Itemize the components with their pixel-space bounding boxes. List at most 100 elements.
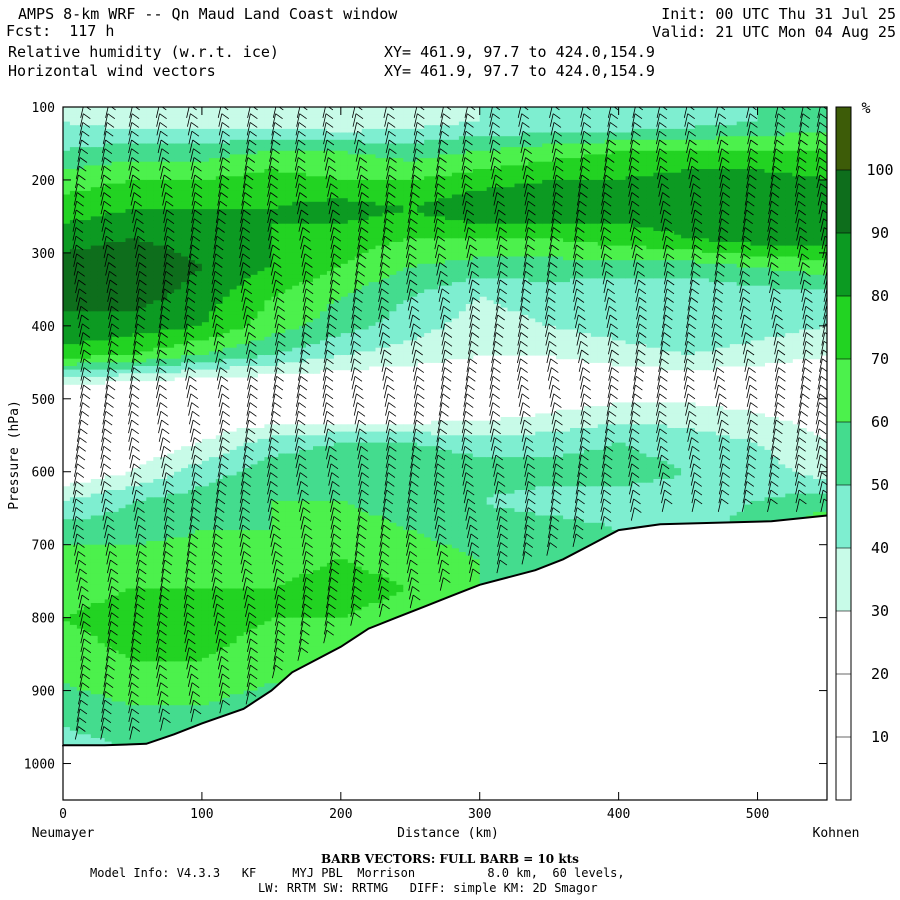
rh-cell bbox=[153, 333, 161, 338]
rh-cell bbox=[125, 490, 133, 495]
rh-cell bbox=[167, 223, 175, 228]
rh-cell bbox=[160, 161, 168, 166]
rh-cell bbox=[97, 690, 106, 695]
rh-cell bbox=[63, 351, 71, 356]
rh-cell bbox=[63, 267, 71, 272]
rh-cell bbox=[83, 734, 92, 739]
rh-cell bbox=[285, 457, 293, 462]
rh-cell bbox=[111, 486, 120, 491]
rh-cell bbox=[271, 606, 279, 611]
rh-cell bbox=[76, 256, 85, 261]
rh-cell bbox=[118, 176, 127, 181]
rh-cell bbox=[63, 734, 71, 739]
rh-cell bbox=[125, 639, 133, 644]
rh-cell bbox=[229, 453, 238, 458]
rh-cell bbox=[90, 373, 99, 378]
rh-cell bbox=[90, 198, 99, 203]
rh-cell bbox=[243, 121, 252, 126]
rh-cell bbox=[181, 355, 189, 360]
rh-cell bbox=[111, 548, 120, 553]
rh-cell bbox=[63, 592, 71, 597]
rh-cell bbox=[195, 307, 203, 312]
rh-cell bbox=[139, 584, 147, 589]
rh-cell bbox=[285, 220, 293, 225]
rh-cell bbox=[76, 727, 85, 732]
rh-cell bbox=[153, 150, 161, 155]
rh-cell bbox=[208, 201, 217, 206]
rh-cell bbox=[208, 650, 217, 655]
rh-cell bbox=[229, 504, 238, 509]
rh-cell bbox=[146, 544, 154, 549]
rh-cell bbox=[153, 234, 161, 239]
rh-cell bbox=[215, 333, 224, 338]
rh-cell bbox=[278, 329, 286, 334]
rh-cell bbox=[167, 172, 175, 177]
rh-cell bbox=[63, 336, 71, 341]
rh-cell bbox=[271, 683, 279, 688]
rh-cell bbox=[174, 242, 182, 247]
rh-cell bbox=[118, 599, 127, 604]
rh-cell bbox=[76, 665, 85, 670]
rh-cell bbox=[195, 592, 203, 597]
rh-cell bbox=[69, 366, 78, 371]
rh-cell bbox=[201, 190, 210, 196]
rh-cell bbox=[271, 424, 279, 429]
rh-cell bbox=[118, 366, 127, 371]
rh-cell bbox=[125, 665, 133, 670]
rh-cell bbox=[181, 351, 189, 356]
rh-cell bbox=[139, 347, 147, 352]
rh-cell bbox=[146, 150, 154, 155]
rh-cell bbox=[285, 355, 293, 360]
rh-cell bbox=[104, 679, 113, 684]
rh-cell bbox=[76, 274, 85, 279]
rh-cell bbox=[139, 187, 147, 192]
rh-cell bbox=[188, 537, 196, 542]
rh-cell bbox=[160, 486, 168, 491]
rh-cell bbox=[139, 245, 147, 250]
rh-cell bbox=[125, 333, 133, 338]
rh-cell bbox=[69, 665, 78, 670]
rh-cell bbox=[264, 449, 272, 455]
rh-cell bbox=[236, 154, 245, 159]
rh-cell bbox=[76, 322, 85, 327]
rh-cell bbox=[222, 533, 231, 538]
rh-cell bbox=[236, 358, 245, 363]
rh-cell bbox=[236, 179, 245, 185]
rh-cell bbox=[278, 668, 286, 673]
rh-cell bbox=[167, 147, 175, 152]
rh-cell bbox=[69, 216, 78, 221]
rh-cell bbox=[201, 511, 210, 517]
rh-cell bbox=[146, 132, 154, 137]
rh-cell bbox=[111, 300, 120, 305]
rh-cell bbox=[104, 147, 113, 152]
rh-cell bbox=[257, 577, 265, 582]
rh-cell bbox=[146, 603, 154, 608]
rh-cell bbox=[236, 256, 245, 261]
rh-cell bbox=[63, 296, 71, 301]
rh-cell bbox=[153, 635, 161, 641]
rh-cell bbox=[201, 573, 210, 579]
rh-cell bbox=[167, 366, 175, 371]
rh-cell bbox=[271, 661, 279, 666]
rh-cell bbox=[278, 227, 286, 232]
rh-cell bbox=[167, 701, 175, 706]
rh-cell bbox=[104, 252, 113, 258]
rh-cell bbox=[188, 460, 196, 465]
rh-cell bbox=[215, 318, 224, 323]
rh-cell bbox=[97, 486, 106, 491]
rh-cell bbox=[146, 231, 154, 236]
rh-cell bbox=[278, 566, 286, 571]
rh-cell bbox=[250, 595, 258, 600]
rh-cell bbox=[104, 519, 113, 524]
rh-cell bbox=[174, 314, 182, 320]
rh-cell bbox=[146, 296, 154, 301]
rh-cell bbox=[139, 533, 147, 538]
rh-cell bbox=[278, 136, 286, 141]
rh-cell bbox=[76, 289, 85, 294]
rh-cell bbox=[118, 548, 127, 553]
rh-cell bbox=[97, 730, 106, 735]
rh-cell bbox=[69, 333, 78, 338]
rh-cell bbox=[167, 526, 175, 531]
rh-cell bbox=[97, 708, 106, 713]
rh-cell bbox=[278, 143, 286, 148]
